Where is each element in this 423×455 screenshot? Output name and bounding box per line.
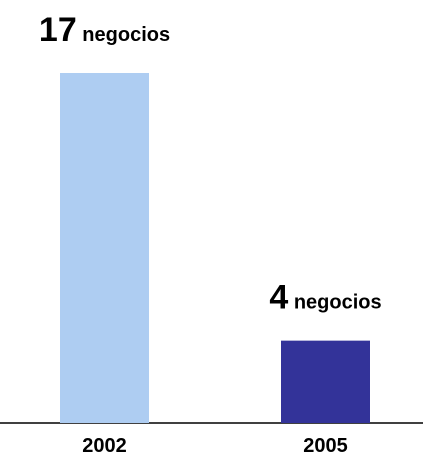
data-label-number: 17 xyxy=(39,11,77,49)
bar xyxy=(60,73,149,423)
data-label-unit: negocios xyxy=(77,24,170,46)
data-label-unit: negocios xyxy=(288,292,381,314)
x-tick-label: 2002 xyxy=(82,435,127,455)
data-label-number: 4 xyxy=(269,279,288,317)
x-tick-label: 2005 xyxy=(303,435,348,455)
data-label: 4 negocios xyxy=(269,279,381,317)
data-label: 17 negocios xyxy=(39,11,170,49)
bar xyxy=(281,340,370,423)
